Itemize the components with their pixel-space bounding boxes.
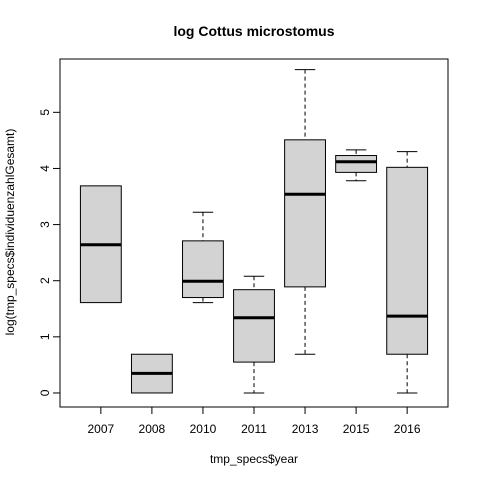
boxes-group: [79, 69, 429, 394]
y-axis: 0 1 2 3 4 5: [38, 109, 61, 396]
y-tick-label: 4: [38, 165, 52, 172]
x-tick-label: 2011: [241, 422, 267, 436]
x-axis-label: tmp_specs$year: [210, 452, 298, 466]
x-tick-label: 2010: [190, 422, 217, 436]
box-iqr: [284, 139, 326, 288]
y-tick-label: 0: [38, 389, 52, 396]
box-2016: [386, 151, 429, 394]
box-2008: [130, 353, 173, 394]
y-tick-label: 2: [38, 277, 52, 284]
box-2013: [284, 69, 326, 355]
x-tick-label: 2008: [139, 422, 166, 436]
box-2015: [335, 149, 378, 182]
y-tick-label: 5: [38, 109, 52, 116]
x-tick-label: 2013: [292, 422, 319, 436]
box-iqr: [182, 240, 224, 299]
x-tick-label: 2007: [87, 422, 114, 436]
box-iqr: [386, 166, 429, 355]
box-2011: [233, 275, 275, 394]
chart-title: log Cottus microstomus: [173, 23, 334, 39]
box-iqr: [233, 289, 275, 363]
x-tick-label: 2015: [343, 422, 370, 436]
plot-frame: [59, 58, 449, 408]
x-axis: 2007 2008 2010 2011 2013 2015 2016: [87, 406, 421, 436]
box-2010: [182, 211, 224, 304]
y-axis-label: log(tmp_specs$individuenzahlGesamt): [3, 129, 17, 336]
x-tick-label: 2016: [394, 422, 421, 436]
y-tick-label: 3: [38, 221, 52, 228]
box-2007: [79, 185, 122, 304]
y-tick-label: 1: [38, 333, 52, 340]
box-iqr: [335, 155, 378, 173]
